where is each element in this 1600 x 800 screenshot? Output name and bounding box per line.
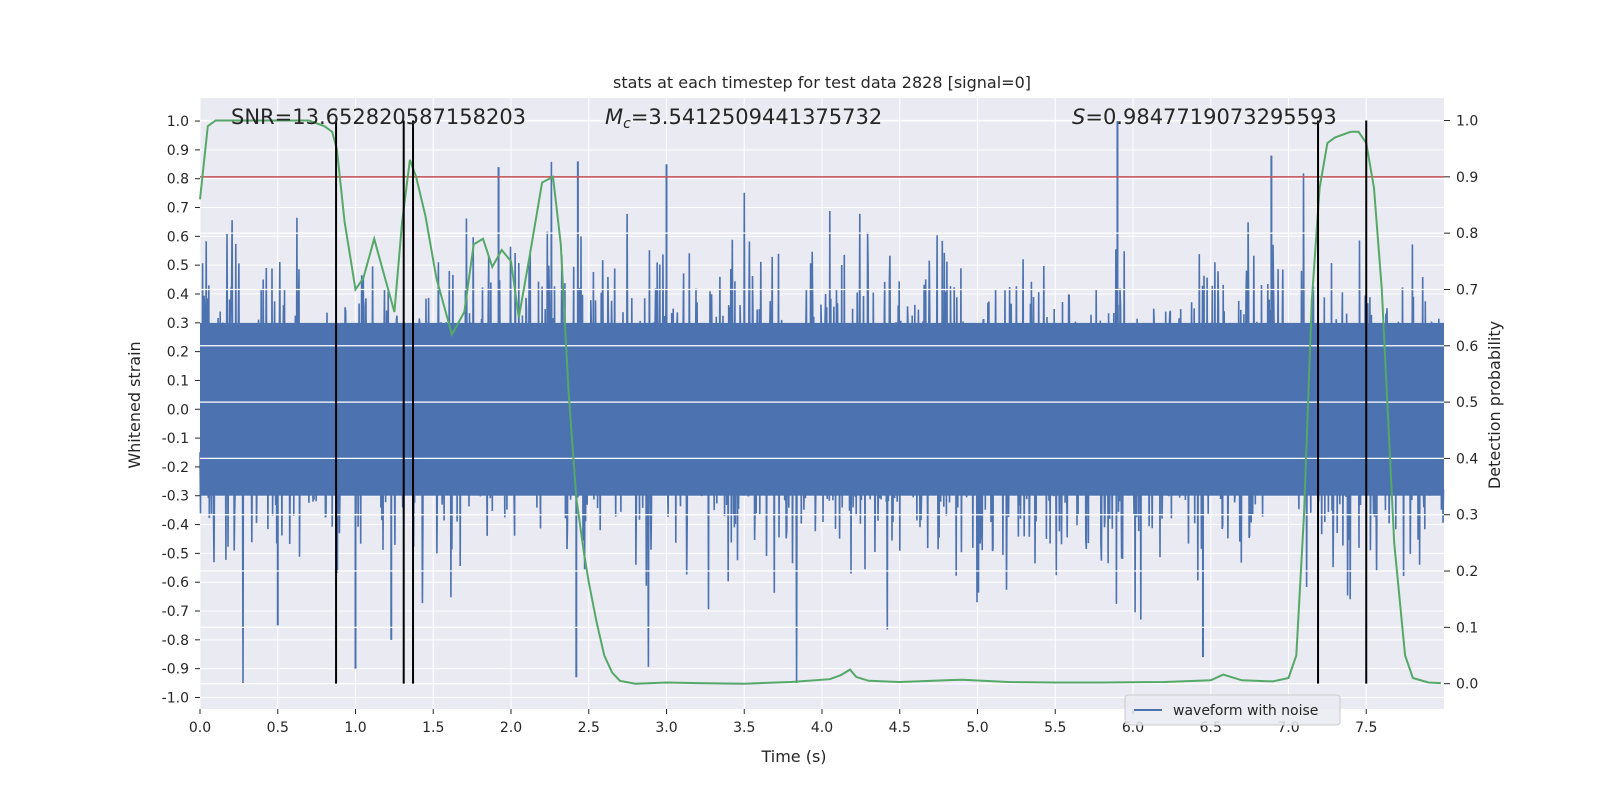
x-tick-label: 0.0 <box>189 720 211 736</box>
x-tick-label: 0.5 <box>267 720 289 736</box>
x-tick-label: 3.5 <box>733 720 755 736</box>
x-tick-label: 4.5 <box>889 720 911 736</box>
x-tick-label: 2.5 <box>578 720 600 736</box>
y-left-tick-label: 0.1 <box>167 373 189 389</box>
y-left-tick-label: 0.0 <box>167 402 189 418</box>
y-axis-right-ticks: 1.0 0.9 0.8 0.7 0.6 0.5 0.4 0.3 0.2 0.1 0.0 <box>1444 114 1478 693</box>
x-tick-label: 3.0 <box>655 720 677 736</box>
y-left-tick-label: 1.0 <box>167 114 189 130</box>
y-right-tick-label: 0.2 <box>1456 564 1478 580</box>
y-left-tick-label: -0.7 <box>162 604 189 620</box>
x-tick-label: 1.0 <box>344 720 366 736</box>
chirp-mass-value: =3.5412509441375732 <box>631 105 882 129</box>
y-right-tick-label: 0.5 <box>1456 395 1478 411</box>
x-axis-ticks: 0.0 0.5 1.0 1.5 2.0 2.5 3.0 3.5 4.0 4.5 5.0 5.5 6.0 6… <box>189 709 1377 736</box>
y-left-tick-label: -1.0 <box>162 690 189 706</box>
y-axis-left-label: Whitened strain <box>125 341 144 468</box>
x-tick-label: 5.5 <box>1044 720 1066 736</box>
y-right-tick-label: 0.6 <box>1456 339 1478 355</box>
y-axis-left-ticks: 1.0 0.9 0.8 0.7 0.6 0.5 0.4 0.3 0.2 0.1 0.0 -0.1 -0.… <box>162 114 200 706</box>
horizontal-gridline-overlay <box>200 119 1444 685</box>
legend-box <box>1124 694 1341 726</box>
y-left-tick-label: 0.6 <box>167 229 189 245</box>
y-left-tick-label: 0.3 <box>167 316 189 332</box>
y-left-tick-label: 0.9 <box>167 143 189 159</box>
y-left-tick-label: -0.6 <box>162 575 189 591</box>
probability-line <box>199 119 1441 685</box>
x-tick-label: 7.5 <box>1355 720 1377 736</box>
y-right-tick-label: 0.3 <box>1456 508 1478 524</box>
x-tick-label: 4.0 <box>811 720 833 736</box>
y-left-tick-label: -0.1 <box>162 431 189 447</box>
y-left-tick-label: -0.5 <box>162 546 189 562</box>
score-annotation: S=0.9847719073295593 <box>1072 105 1337 129</box>
chart-title: stats at each timestep for test data 282… <box>613 73 1031 92</box>
snr-annotation: SNR=13.652820587158203 <box>231 105 526 129</box>
y-left-tick-label: -0.2 <box>162 460 189 476</box>
y-left-tick-label: 0.5 <box>167 258 189 274</box>
vertical-marker-lines <box>335 120 1368 684</box>
score-symbol: S <box>1072 105 1085 129</box>
x-tick-label: 2.0 <box>500 720 522 736</box>
y-left-tick-label: 0.4 <box>167 287 189 303</box>
x-tick-label: 5.0 <box>966 720 988 736</box>
y-right-tick-label: 0.0 <box>1456 677 1478 693</box>
y-left-tick-label: 0.8 <box>167 172 189 188</box>
y-left-tick-label: 0.2 <box>167 345 189 361</box>
chirp-mass-subscript: c <box>623 116 631 132</box>
y-right-tick-label: 0.1 <box>1456 620 1478 636</box>
y-right-tick-label: 0.8 <box>1456 226 1478 242</box>
chirp-mass-annotation: Mc=3.5412509441375732 <box>605 105 882 132</box>
probability-series <box>199 119 1441 685</box>
y-right-tick-label: 0.9 <box>1456 170 1478 186</box>
waveform-series <box>199 121 1445 684</box>
x-axis-label: Time (s) <box>760 747 826 766</box>
y-axis-right-label: Detection probability <box>1485 321 1504 489</box>
y-right-tick-label: 0.4 <box>1456 451 1478 467</box>
legend-label: waveform with noise <box>1173 703 1318 719</box>
waveform-dense-core <box>200 322 1444 496</box>
y-right-tick-label: 0.7 <box>1456 282 1478 298</box>
y-left-tick-label: -0.8 <box>162 633 189 649</box>
y-left-tick-label: -0.4 <box>162 518 189 534</box>
y-right-tick-label: 1.0 <box>1456 114 1478 130</box>
legend: waveform with noise <box>1124 694 1341 726</box>
x-tick-label: 1.5 <box>422 720 444 736</box>
score-value: =0.9847719073295593 <box>1085 105 1336 129</box>
chirp-mass-symbol: M <box>605 105 623 129</box>
y-left-tick-label: -0.9 <box>162 662 189 678</box>
y-left-tick-label: 0.7 <box>167 201 189 217</box>
y-left-tick-label: -0.3 <box>162 489 189 505</box>
